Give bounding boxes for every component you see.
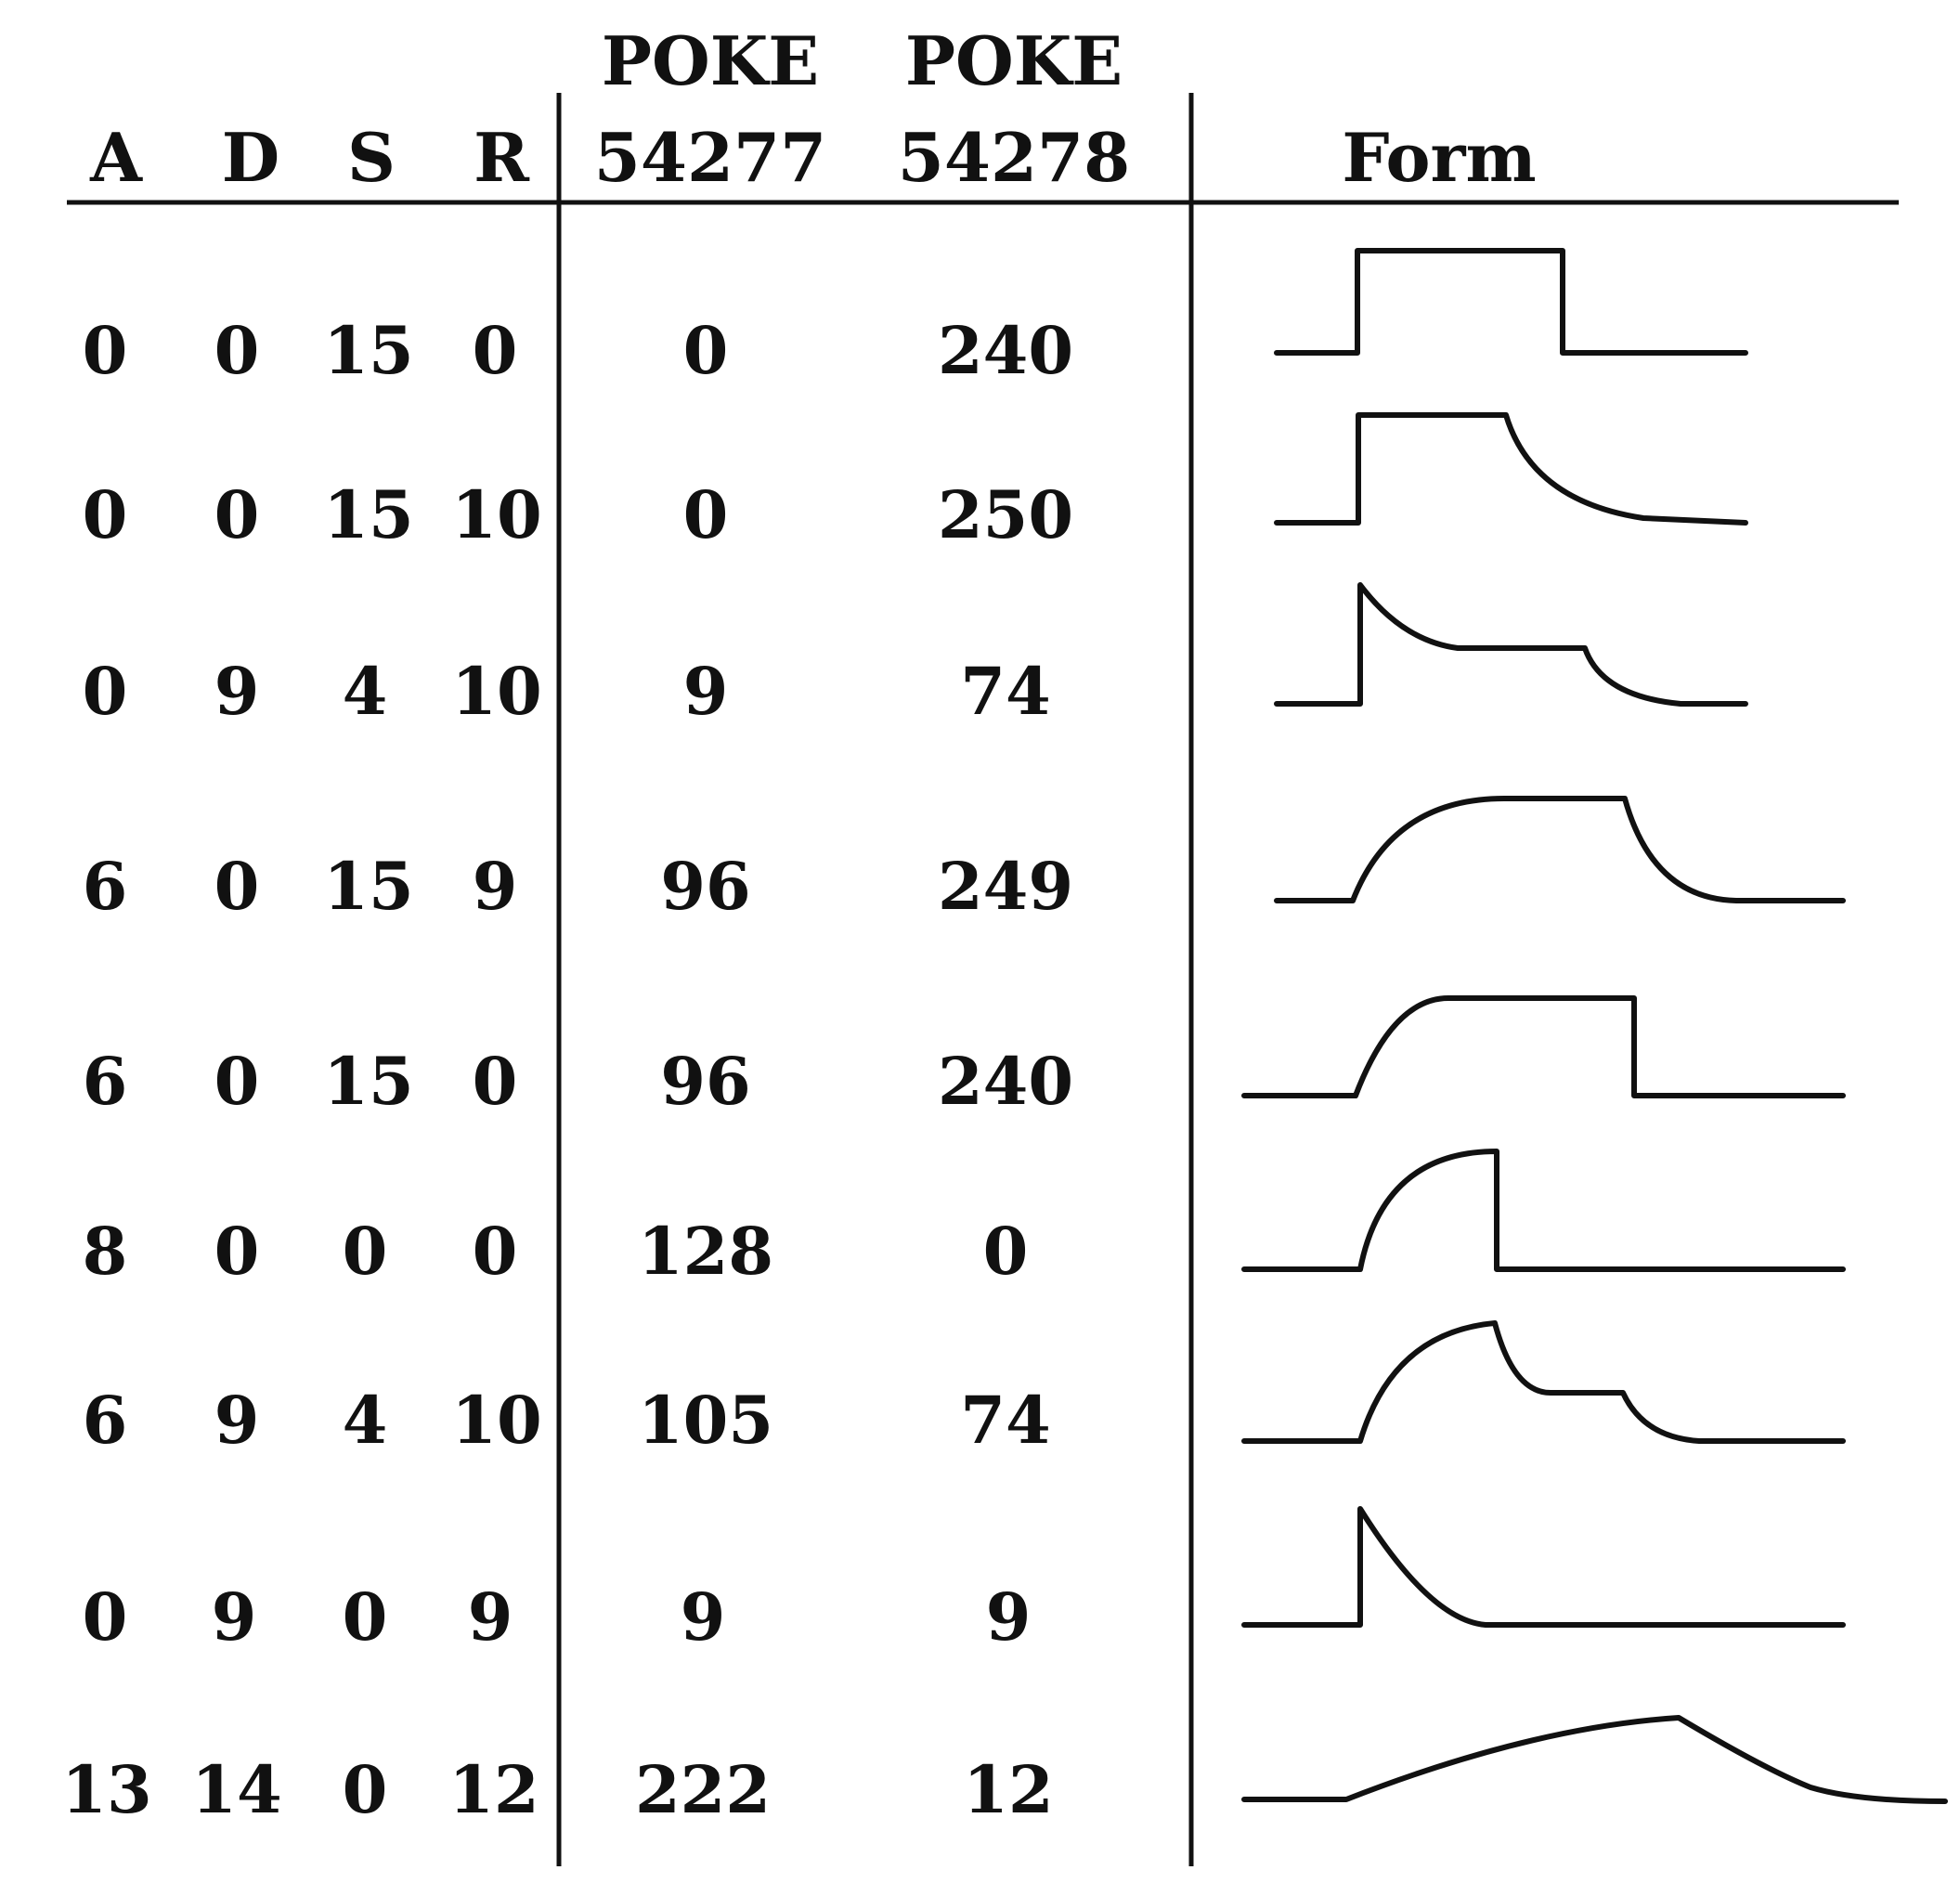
row-2-form-icon: [1274, 412, 1748, 526]
row-4-form-icon: [1274, 796, 1846, 903]
row-3-a: 0: [82, 653, 128, 730]
row-1-form-icon: [1274, 248, 1748, 356]
row-3-s: 4: [342, 653, 388, 730]
header-poke-54278-line2: 54278: [897, 118, 1131, 197]
row-2-d: 0: [214, 476, 260, 553]
row-9-form-icon: [1241, 1715, 1948, 1804]
row-5-poke-54277: 96: [660, 1043, 751, 1120]
row-7-r: 10: [451, 1382, 542, 1459]
row-8-a: 0: [82, 1578, 128, 1656]
row-9-poke-54277: 222: [634, 1751, 772, 1828]
row-6-s: 0: [342, 1213, 388, 1290]
row-5-poke-54278: 240: [937, 1043, 1074, 1120]
row-1-a: 0: [82, 312, 128, 389]
header-r: R: [474, 118, 529, 197]
header-poke-54277-line2: 54277: [593, 118, 827, 197]
row-8-r: 9: [467, 1578, 513, 1656]
row-5-s: 15: [323, 1043, 414, 1120]
header-poke-54277-line1: POKE: [601, 21, 820, 100]
row-7-a: 6: [82, 1382, 128, 1459]
row-8-s: 0: [342, 1578, 388, 1656]
row-2-r: 10: [451, 476, 542, 553]
row-4-s: 15: [323, 848, 414, 925]
row-7-form-icon: [1241, 1320, 1846, 1444]
row-4-poke-54278: 249: [937, 848, 1074, 925]
row-7-s: 4: [342, 1382, 388, 1459]
row-6-form-icon: [1241, 1149, 1846, 1272]
header-s: S: [347, 118, 396, 197]
header-a: A: [90, 118, 142, 197]
row-4-poke-54277: 96: [660, 848, 751, 925]
row-3-form-icon: [1274, 582, 1748, 707]
row-2-s: 15: [323, 476, 414, 553]
row-4-a: 6: [82, 848, 128, 925]
row-1-r: 0: [472, 312, 518, 389]
row-9-poke-54278: 12: [963, 1751, 1054, 1828]
row-1-s: 15: [323, 312, 414, 389]
row-3-r: 10: [451, 653, 542, 730]
row-5-d: 0: [214, 1043, 260, 1120]
row-6-poke-54277: 128: [637, 1213, 774, 1290]
row-1-poke-54278: 240: [937, 312, 1074, 389]
row-2-poke-54277: 0: [682, 476, 729, 553]
row-7-d: 9: [214, 1382, 260, 1459]
row-7-poke-54278: 74: [960, 1382, 1051, 1459]
row-1-poke-54277: 0: [682, 312, 729, 389]
row-8-poke-54277: 9: [680, 1578, 726, 1656]
row-9-r: 12: [448, 1751, 539, 1828]
row-5-form-icon: [1241, 995, 1846, 1098]
header-poke-54278-line1: POKE: [904, 21, 1123, 100]
header-d: D: [221, 118, 280, 197]
row-8-poke-54278: 9: [985, 1578, 1032, 1656]
row-8-form-icon: [1241, 1506, 1846, 1628]
row-8-d: 9: [211, 1578, 257, 1656]
row-3-poke-54277: 9: [682, 653, 729, 730]
row-4-r: 9: [472, 848, 518, 925]
row-9-a: 13: [61, 1751, 152, 1828]
row-4-d: 0: [214, 848, 260, 925]
row-1-d: 0: [214, 312, 260, 389]
row-6-poke-54278: 0: [982, 1213, 1029, 1290]
row-5-r: 0: [472, 1043, 518, 1120]
row-9-s: 0: [342, 1751, 388, 1828]
row-3-poke-54278: 74: [960, 653, 1051, 730]
row-2-a: 0: [82, 476, 128, 553]
row-6-a: 8: [82, 1213, 128, 1290]
row-2-poke-54278: 250: [937, 476, 1074, 553]
row-9-d: 14: [191, 1751, 282, 1828]
row-6-r: 0: [472, 1213, 518, 1290]
row-6-d: 0: [214, 1213, 260, 1290]
row-7-poke-54277: 105: [637, 1382, 774, 1459]
row-5-a: 6: [82, 1043, 128, 1120]
row-3-d: 9: [214, 653, 260, 730]
header-form: Form: [1342, 118, 1537, 197]
